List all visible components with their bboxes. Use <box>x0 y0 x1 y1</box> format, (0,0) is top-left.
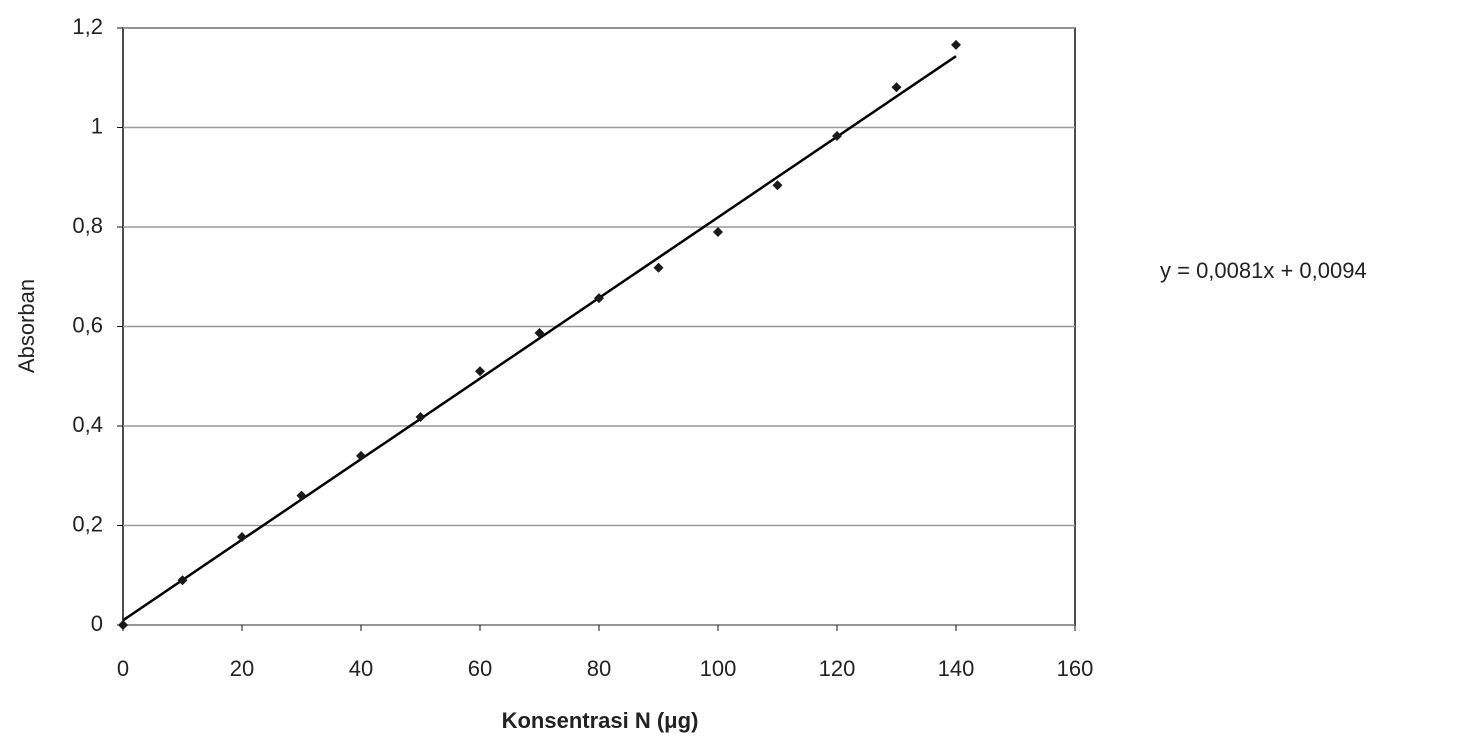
page: {"chart_data": {"type": "scatter", "x_la… <box>0 0 1457 751</box>
y-tick-label: 1,2 <box>72 14 103 39</box>
x-tick-label: 120 <box>819 656 856 681</box>
x-tick-label: 60 <box>468 656 492 681</box>
y-tick-label: 0,8 <box>72 213 103 238</box>
chart: Konsentrasi N (μg) Absorban y = 0,0081x … <box>0 0 1457 751</box>
y-tick-label: 0,2 <box>72 511 103 536</box>
x-tick-label: 20 <box>230 656 254 681</box>
x-tick-label: 80 <box>587 656 611 681</box>
y-tick-label: 1 <box>91 113 103 138</box>
y-tick-label: 0,4 <box>72 412 103 437</box>
trendline-equation: y = 0,0081x + 0,0094 <box>1160 258 1367 283</box>
x-axis-title: Konsentrasi N (μg) <box>502 708 699 733</box>
y-tick-label: 0,6 <box>72 312 103 337</box>
x-tick-label: 140 <box>938 656 975 681</box>
x-tick-label: 160 <box>1057 656 1094 681</box>
y-tick-label: 0 <box>91 611 103 636</box>
y-axis-title: Absorban <box>14 279 39 373</box>
x-tick-label: 0 <box>117 656 129 681</box>
x-tick-label: 40 <box>349 656 373 681</box>
x-tick-label: 100 <box>700 656 737 681</box>
